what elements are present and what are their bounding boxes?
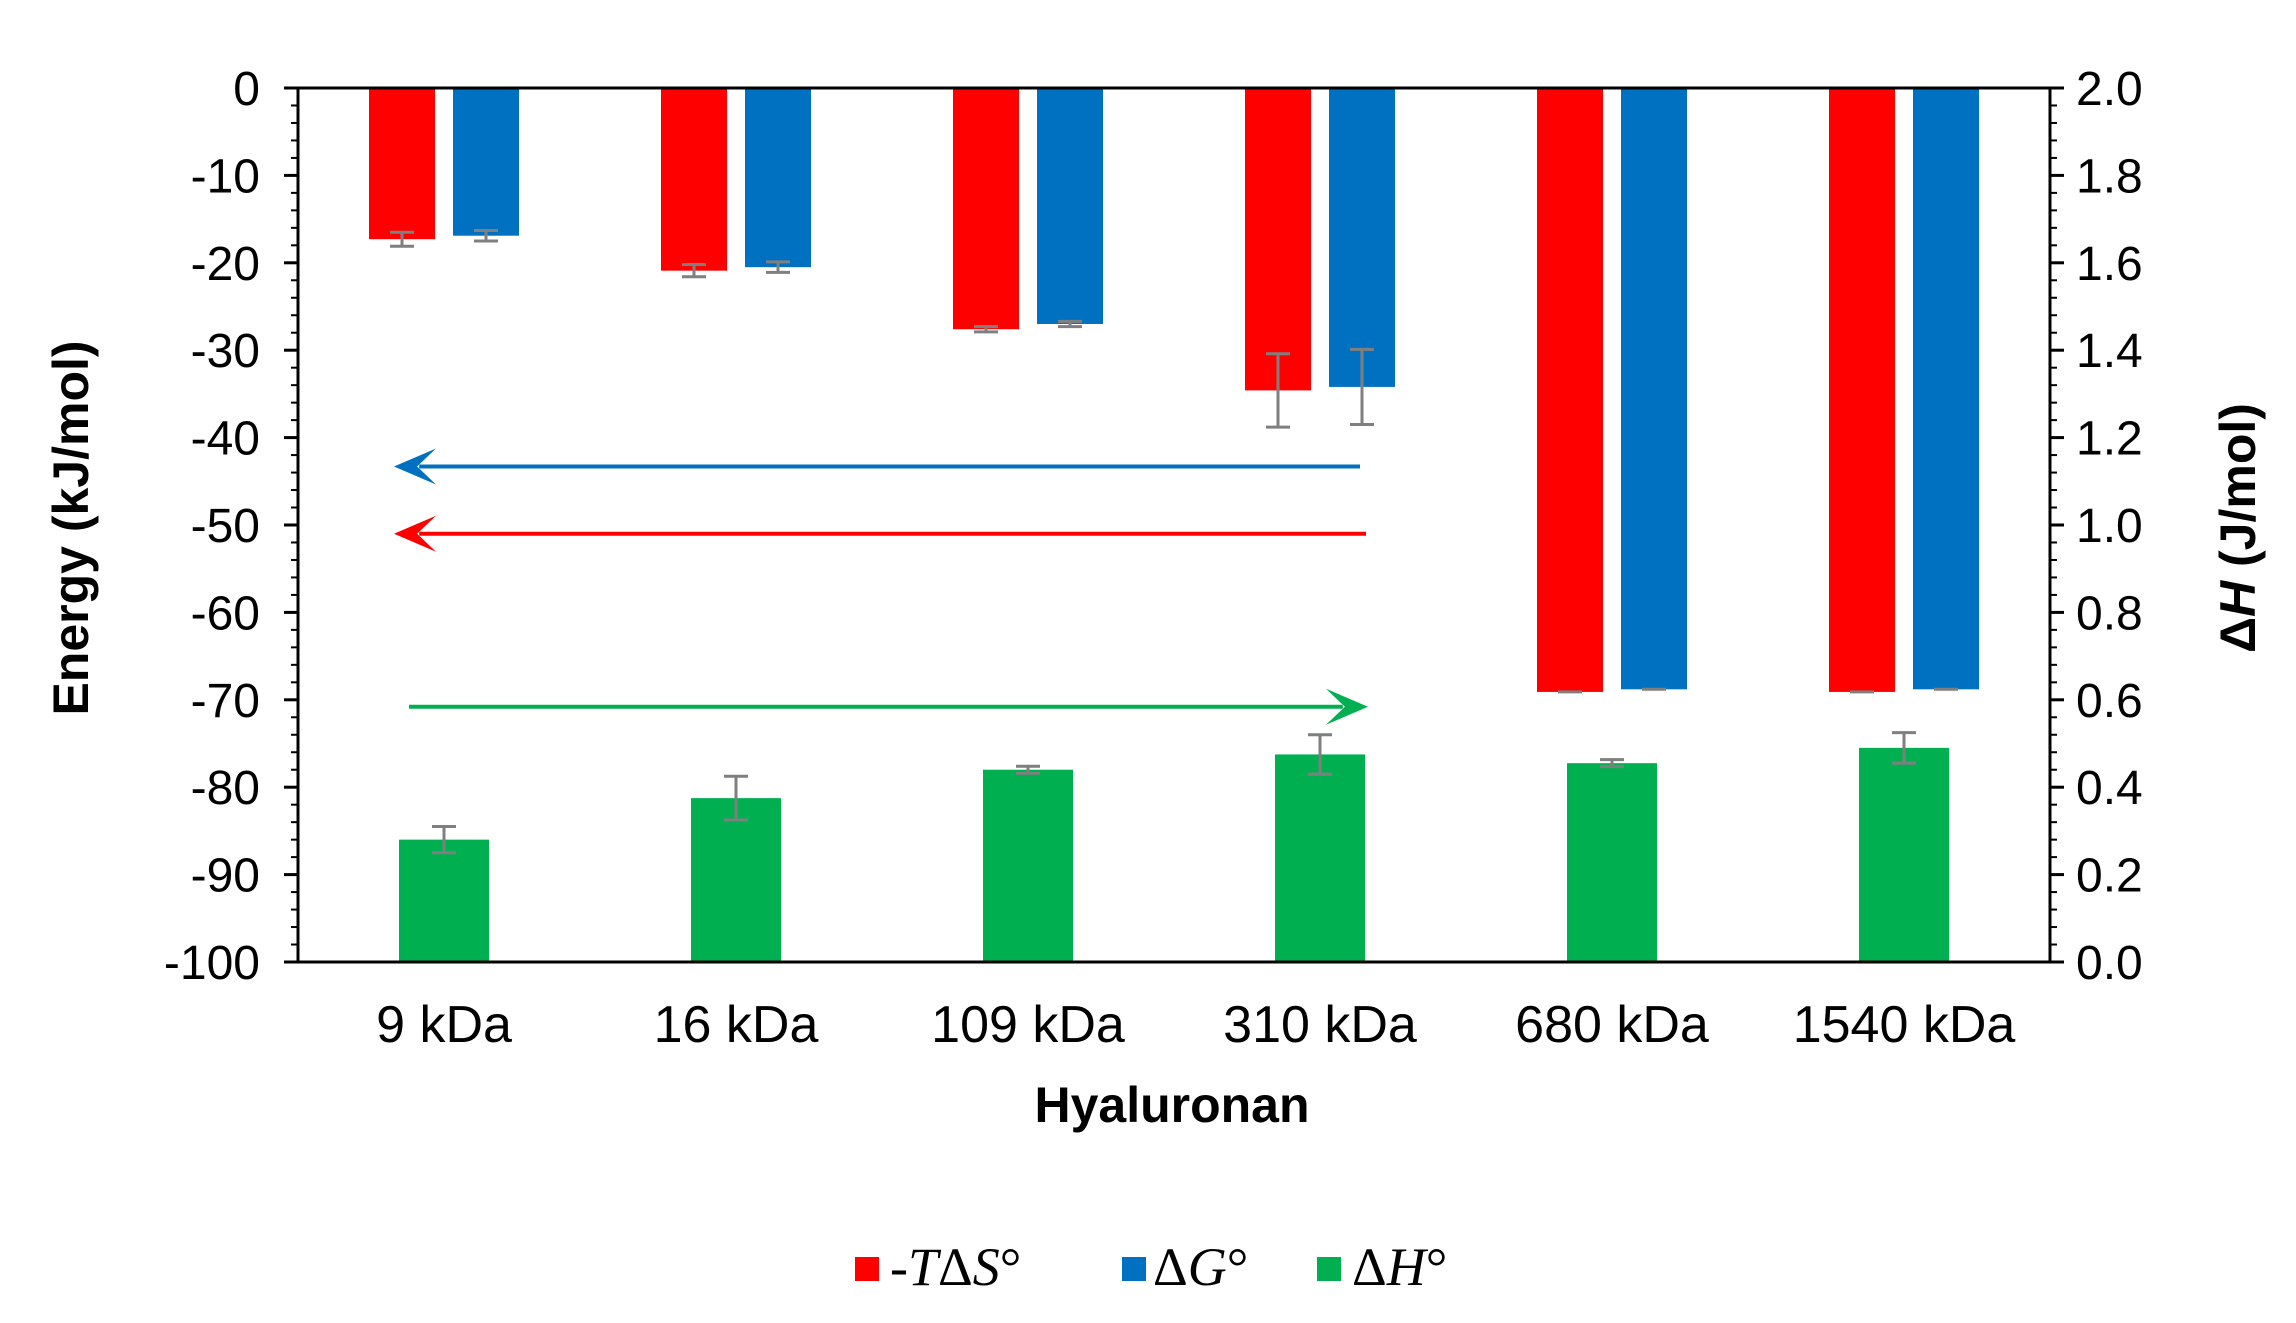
legend-label-entropy: -TΔS°	[890, 1237, 1021, 1297]
arrow-head-0	[394, 448, 436, 485]
y2-tick-label-10: 0.0	[2076, 937, 2143, 990]
legend-swatch-entropy	[855, 1257, 879, 1281]
legend-swatch-gibbs	[1122, 1257, 1146, 1281]
bar-dh-2	[983, 769, 1073, 962]
y-tick-label-5: -50	[191, 500, 260, 553]
y2-axis-title-prefix: Δ	[2210, 617, 2266, 653]
bar-neg-tds-1	[661, 88, 727, 271]
bar-neg-tds-0	[369, 88, 435, 240]
bar-dh-0	[399, 839, 489, 962]
y2-tick-label-5: 1.0	[2076, 500, 2143, 553]
bar-dg-0	[453, 88, 519, 236]
y2-tick-label-2: 1.6	[2076, 238, 2143, 291]
y2-axis-title: ΔH (J/mol)	[2210, 403, 2266, 653]
bar-neg-tds-4	[1537, 88, 1603, 692]
y2-tick-label-6: 0.8	[2076, 587, 2143, 640]
bar-dg-2	[1037, 88, 1103, 324]
y2-tick-label-0: 2.0	[2076, 63, 2143, 116]
y-tick-label-6: -60	[191, 587, 260, 640]
arrow-head-1	[394, 515, 436, 552]
y-tick-label-3: -30	[191, 325, 260, 378]
y-tick-label-1: -10	[191, 150, 260, 203]
x-axis-title: Hyaluronan	[1034, 1077, 1309, 1133]
bar-dh-1	[691, 798, 781, 962]
y-tick-label-8: -80	[191, 762, 260, 815]
bar-dh-5	[1859, 747, 1949, 962]
bar-dg-3	[1329, 88, 1395, 387]
y2-tick-label-1: 1.8	[2076, 150, 2143, 203]
bars	[369, 88, 1979, 962]
x-tick-label-4: 680 kDa	[1515, 996, 1709, 1054]
error-bars	[390, 228, 1958, 855]
annotation-arrows	[394, 448, 1368, 725]
bar-dg-1	[745, 88, 811, 268]
legend: -TΔS° ΔG° ΔH°	[855, 1237, 1447, 1297]
x-tick-label-0: 9 kDa	[376, 996, 512, 1054]
x-tick-label-5: 1540 kDa	[1793, 996, 2016, 1054]
legend-swatch-enthalpy	[1317, 1257, 1341, 1281]
y2-tick-label-8: 0.4	[2076, 762, 2143, 815]
y2-axis-title-suffix: (J/mol)	[2210, 403, 2266, 581]
bar-dg-5	[1913, 88, 1979, 690]
x-tick-label-3: 310 kDa	[1223, 996, 1417, 1054]
bar-neg-tds-3	[1245, 88, 1311, 391]
arrow-head-2	[1326, 688, 1368, 725]
bar-dh-4	[1567, 763, 1657, 962]
bar-neg-tds-5	[1829, 88, 1895, 692]
bar-dg-4	[1621, 88, 1687, 690]
y-tick-label-2: -20	[191, 238, 260, 291]
y-tick-label-0: 0	[233, 63, 260, 116]
y-tick-label-10: -100	[164, 937, 260, 990]
legend-label-gibbs: ΔG°	[1153, 1237, 1248, 1297]
y-tick-label-9: -90	[191, 850, 260, 903]
y2-axis-title-italic: H	[2210, 580, 2266, 617]
bar-neg-tds-2	[953, 88, 1019, 330]
y-tick-label-7: -70	[191, 675, 260, 728]
y2-tick-label-9: 0.2	[2076, 850, 2143, 903]
y2-tick-label-4: 1.2	[2076, 413, 2143, 466]
y-axis-title: Energy (kJ/mol)	[43, 340, 99, 715]
x-tick-label-2: 109 kDa	[931, 996, 1125, 1054]
bar-dh-3	[1275, 754, 1365, 962]
y2-tick-label-3: 1.4	[2076, 325, 2143, 378]
legend-label-enthalpy: ΔH°	[1352, 1237, 1447, 1297]
y-tick-label-4: -40	[191, 413, 260, 466]
axes: 0 -10 -20 -30 -40 -50 -60 -70 -80 -90 -100 2.0 1.8 1.…	[164, 63, 2143, 1054]
x-tick-label-1: 16 kDa	[654, 996, 819, 1054]
y2-tick-label-7: 0.6	[2076, 675, 2143, 728]
